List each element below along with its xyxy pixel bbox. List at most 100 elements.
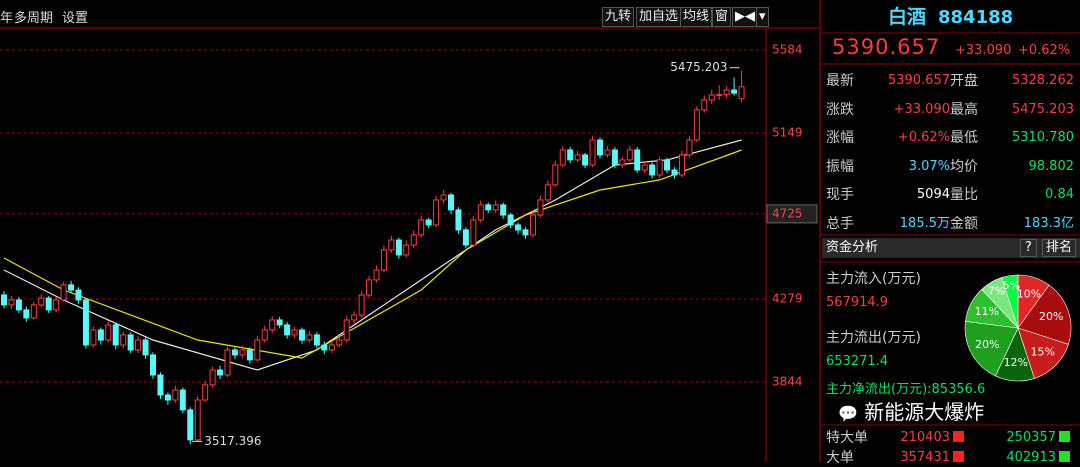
outflow-label: 主力流出(万元) bbox=[826, 330, 921, 346]
toolbar-button[interactable]: 九转 bbox=[602, 7, 635, 27]
candle-body bbox=[366, 279, 373, 296]
candle-body bbox=[291, 329, 298, 336]
candle-body bbox=[53, 299, 60, 311]
quote-label: 量比 bbox=[950, 187, 978, 203]
pie-slice bbox=[964, 321, 1019, 377]
candle-body bbox=[150, 354, 156, 376]
candle-body bbox=[470, 219, 477, 246]
candle-body bbox=[75, 289, 82, 301]
order-outflow-value: 250357 bbox=[1006, 430, 1056, 445]
quote-label: 振幅 bbox=[826, 158, 854, 175]
candle-body bbox=[641, 164, 648, 171]
candle-body bbox=[142, 339, 149, 356]
candle-body bbox=[708, 94, 715, 101]
candle-body bbox=[567, 149, 574, 161]
candle-body bbox=[507, 214, 514, 226]
tick-highlight bbox=[766, 204, 818, 224]
candle-body bbox=[425, 219, 432, 226]
y-tick-label: 4725 bbox=[772, 206, 803, 220]
quote-label: 开盘 bbox=[950, 73, 978, 89]
quote-value: 0.84 bbox=[1045, 187, 1074, 202]
order-inflow-value: 210403 bbox=[900, 430, 950, 445]
y-tick-label: 3844 bbox=[772, 375, 803, 389]
candle-body bbox=[68, 284, 75, 291]
candle-body bbox=[738, 86, 745, 100]
candle-body bbox=[82, 299, 89, 346]
order-label: 特大单 bbox=[826, 430, 868, 446]
toolbar-button[interactable]: ▾ bbox=[756, 7, 769, 27]
candle-body bbox=[671, 169, 678, 176]
candle-body bbox=[328, 344, 335, 351]
candle-body bbox=[626, 149, 633, 161]
candle-body bbox=[8, 299, 15, 306]
candle-body bbox=[269, 319, 276, 331]
candle-body bbox=[649, 164, 656, 176]
quote-value: 185.5万 bbox=[899, 215, 950, 231]
candle-body bbox=[388, 239, 395, 251]
stock-name: 白酒 bbox=[888, 6, 927, 28]
help-button[interactable]: ? bbox=[1020, 239, 1037, 257]
candle-body bbox=[448, 194, 454, 211]
candle-body bbox=[187, 409, 194, 441]
candle-body bbox=[351, 314, 358, 321]
net-flow: 主力净流出(万元):85356.6 bbox=[826, 382, 986, 397]
candle-body bbox=[544, 184, 551, 201]
toolbar-button[interactable]: 加自选 bbox=[636, 7, 682, 27]
quote-label: 涨跌 bbox=[826, 101, 854, 118]
toolbar-item[interactable]: 多周期 bbox=[14, 11, 54, 26]
quote-value: 5310.780 bbox=[1011, 130, 1074, 145]
candle-body bbox=[202, 384, 209, 401]
candle-body bbox=[678, 154, 685, 176]
candle-body bbox=[410, 234, 417, 246]
candle-body bbox=[522, 229, 529, 236]
order-inflow-value: 357431 bbox=[900, 450, 950, 465]
candle-body bbox=[38, 297, 45, 306]
quote-label: 总手 bbox=[826, 215, 854, 232]
candle-body bbox=[664, 159, 671, 171]
candle-body bbox=[284, 324, 291, 336]
candle-body bbox=[537, 199, 544, 216]
outflow-square bbox=[1059, 431, 1070, 442]
quote-value: 5328.262 bbox=[1011, 73, 1074, 88]
toolbar-button[interactable]: 均线 bbox=[680, 7, 713, 27]
candle-body bbox=[380, 249, 387, 271]
candle-body bbox=[90, 329, 97, 346]
y-tick-label: 4279 bbox=[772, 292, 803, 306]
candle-body bbox=[164, 394, 171, 401]
candle-body bbox=[492, 204, 499, 211]
candle-body bbox=[462, 229, 469, 246]
toolbar-button[interactable]: 窗 bbox=[712, 7, 732, 27]
inflow-label: 主力流入(万元) bbox=[826, 271, 921, 287]
ma-line bbox=[3, 139, 742, 371]
candle-body bbox=[418, 219, 425, 236]
fund-header bbox=[822, 238, 1080, 258]
candle-body bbox=[45, 297, 52, 311]
pie-slice bbox=[1001, 274, 1019, 329]
toolbar-button[interactable]: ▶◀ bbox=[732, 7, 758, 27]
candle-body bbox=[105, 324, 112, 341]
inflow-square bbox=[953, 431, 964, 442]
quote-label: 涨幅 bbox=[826, 130, 854, 146]
toolbar-item[interactable]: 年 bbox=[0, 11, 14, 26]
candle-body bbox=[433, 199, 440, 226]
toolbar-item[interactable]: 设置 bbox=[62, 11, 89, 26]
last-price: 5390.657 bbox=[832, 35, 941, 59]
order-outflow: 402913 bbox=[1006, 449, 1070, 467]
candle-body bbox=[135, 339, 142, 351]
order-inflow: 357431 bbox=[900, 449, 964, 467]
candle-body bbox=[515, 224, 522, 231]
pie-label: 20% bbox=[1039, 310, 1063, 323]
quote-label: 最高 bbox=[950, 101, 978, 118]
watermark: 💬 新能源大爆炸 bbox=[838, 400, 985, 424]
candle-body bbox=[217, 369, 224, 376]
candle-body bbox=[246, 349, 253, 361]
candle-body bbox=[559, 149, 566, 166]
candle-body bbox=[440, 194, 447, 201]
quote-value: +0.62% bbox=[897, 130, 950, 145]
rank-button[interactable]: 排名 bbox=[1042, 239, 1077, 257]
candle-body bbox=[30, 304, 37, 319]
candle-body bbox=[209, 369, 216, 386]
candle-body bbox=[500, 204, 507, 216]
fund-title: 资金分析 bbox=[826, 240, 879, 255]
